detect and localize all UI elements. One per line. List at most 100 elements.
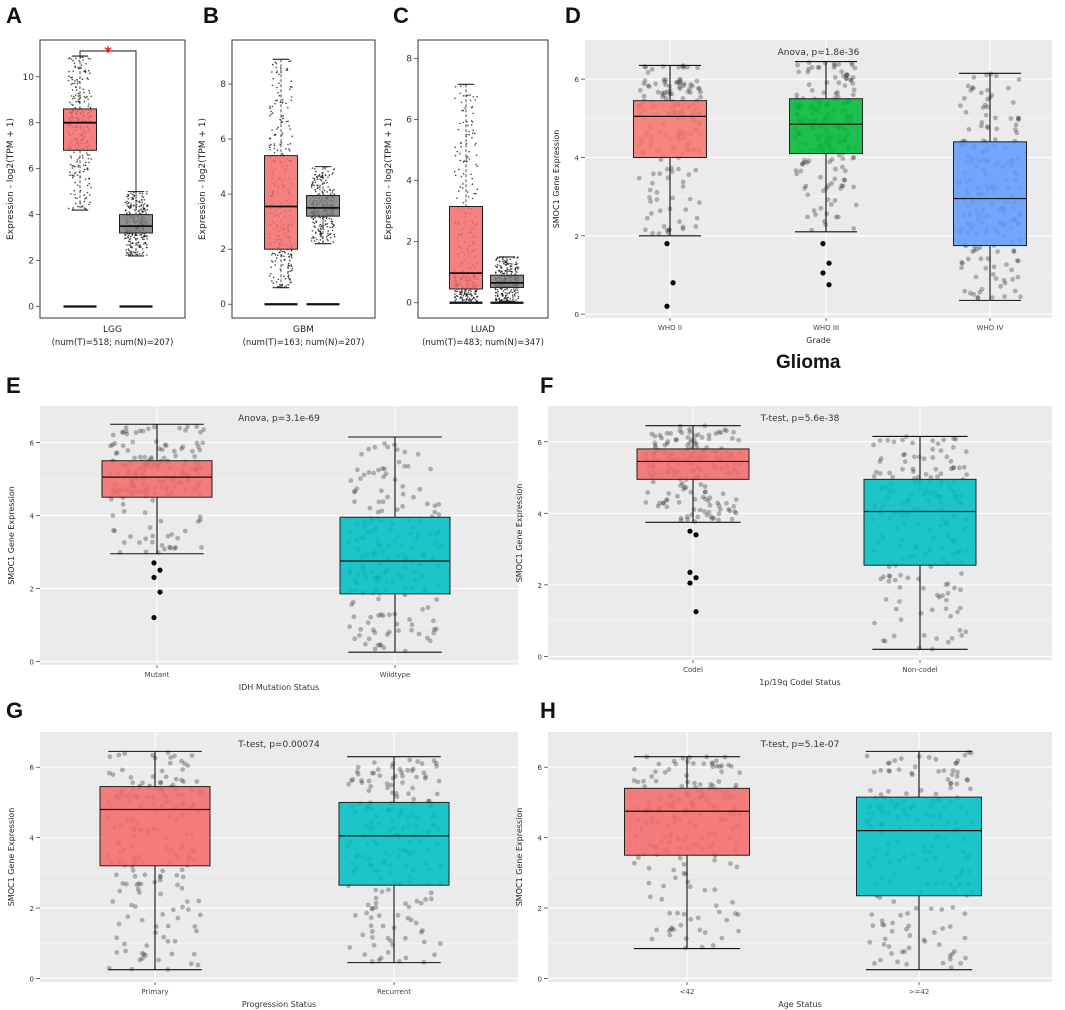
data-point: [851, 87, 857, 93]
data-point: [380, 923, 386, 929]
data-point: [809, 88, 815, 93]
data-point: [269, 115, 271, 117]
data-point: [272, 112, 274, 114]
data-point: [124, 431, 130, 437]
data-point: [280, 142, 283, 144]
data-point: [354, 486, 360, 491]
data-point: [459, 152, 461, 155]
data-point: [141, 253, 144, 255]
data-point: [645, 490, 651, 495]
data-point: [81, 205, 84, 207]
data-point: [113, 451, 119, 456]
y-tick-label: 6: [30, 764, 35, 772]
data-point: [433, 760, 439, 766]
data-point: [432, 952, 437, 958]
y-tick-label: 0: [538, 975, 542, 983]
data-point: [121, 509, 127, 514]
data-point: [394, 447, 400, 452]
data-point: [795, 62, 800, 68]
data-point: [138, 253, 141, 255]
data-point: [906, 945, 912, 951]
data-point: [428, 896, 434, 902]
data-point: [270, 260, 273, 262]
data-point: [131, 234, 134, 236]
data-point: [350, 599, 356, 605]
data-point: [288, 255, 291, 258]
y-tick-label: 2: [406, 238, 412, 248]
data-point: [141, 192, 144, 195]
data-point: [815, 65, 821, 70]
data-point: [962, 752, 968, 758]
x-axis-subtitle: (num(T)=518; num(N)=207): [52, 338, 174, 348]
data-point: [371, 942, 377, 948]
data-point: [80, 64, 83, 66]
data-point: [372, 646, 378, 652]
data-point: [72, 60, 74, 62]
data-point: [465, 142, 468, 145]
data-point: [86, 184, 89, 187]
y-tick-label: 6: [575, 76, 580, 84]
data-point: [660, 94, 665, 100]
data-point: [700, 494, 706, 500]
data-point: [730, 899, 735, 905]
data-point: [456, 290, 458, 293]
data-point: [87, 57, 90, 60]
data-point: [333, 224, 335, 226]
data-point: [414, 774, 419, 780]
box-recurrent: [338, 756, 450, 965]
data-point: [179, 777, 185, 783]
data-point: [120, 429, 126, 435]
data-point: [355, 764, 361, 770]
data-point: [372, 630, 378, 636]
box--42: [624, 754, 750, 951]
data-point: [664, 430, 670, 436]
data-point: [67, 79, 70, 82]
data-point: [320, 228, 322, 231]
data-point: [83, 168, 86, 171]
data-point: [76, 161, 78, 163]
data-point: [850, 155, 856, 161]
data-point: [315, 190, 317, 193]
data-point: [649, 66, 655, 72]
data-point: [659, 435, 664, 441]
data-point: [494, 295, 497, 297]
data-point: [915, 474, 921, 480]
data-point: [501, 270, 503, 273]
data-point: [90, 186, 92, 189]
data-point: [692, 780, 697, 786]
data-point: [930, 455, 936, 460]
data-point: [462, 121, 465, 124]
data-point: [495, 299, 497, 302]
data-point: [346, 781, 351, 787]
data-point: [707, 495, 713, 500]
data-point: [375, 767, 381, 772]
data-point: [959, 265, 964, 271]
data-point: [290, 265, 293, 268]
data-point: [357, 633, 362, 638]
data-point: [653, 778, 659, 784]
data-point: [476, 295, 479, 298]
data-point: [128, 534, 133, 539]
data-point: [515, 266, 517, 269]
data-point: [989, 92, 995, 98]
data-point: [313, 240, 316, 242]
data-point: [978, 90, 984, 96]
data-point: [112, 528, 117, 534]
y-tick-label: 8: [406, 54, 412, 64]
data-point: [645, 70, 651, 75]
data-point: [120, 443, 126, 449]
data-point: [331, 189, 334, 192]
data-point: [904, 791, 909, 796]
data-point: [885, 438, 891, 443]
data-point: [948, 613, 954, 619]
data-point: [702, 484, 708, 489]
data-point: [461, 289, 463, 292]
data-point: [358, 476, 363, 481]
data-point: [501, 299, 503, 301]
data-point: [143, 210, 145, 213]
data-point: [912, 454, 917, 460]
data-point: [828, 202, 834, 207]
data-point: [139, 234, 141, 236]
data-point: [380, 466, 385, 471]
data-point: [289, 128, 292, 130]
